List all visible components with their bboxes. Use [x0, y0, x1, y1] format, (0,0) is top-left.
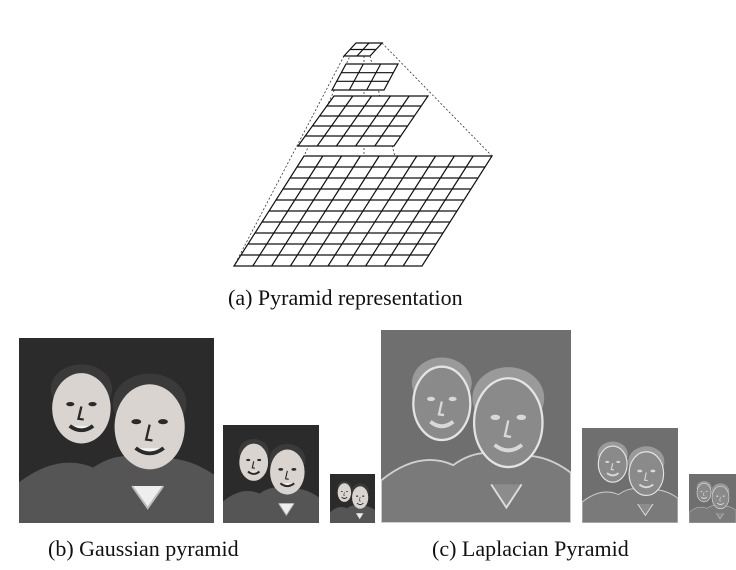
pyramid-grid-line — [374, 95, 410, 147]
pyramid-level-2 — [296, 95, 430, 147]
pyramid-grid-line — [348, 63, 364, 91]
pyramid-guide-line — [233, 55, 345, 267]
pyramid-level-plane — [296, 95, 430, 147]
photo-image — [330, 474, 375, 523]
pyramid-grid-line — [355, 95, 391, 147]
laplacian-level-2-photo — [689, 474, 736, 523]
pyramid-grid-line — [335, 95, 373, 147]
gaussian-level-2-photo — [330, 474, 375, 523]
pyramid-grid-line — [316, 95, 354, 147]
pyramid-grid-line — [366, 63, 382, 91]
pyramid-grid-line — [402, 155, 474, 267]
caption-gaussian-pyramid: (b) Gaussian pyramid — [48, 536, 239, 561]
laplacian-level-0-photo — [381, 330, 571, 523]
photo-image — [381, 330, 571, 523]
pyramid-grid-line — [383, 155, 455, 267]
pyramid-level-3 — [232, 155, 494, 267]
photo-image — [689, 474, 736, 523]
photo-image — [19, 338, 214, 523]
gaussian-level-0-photo — [19, 338, 214, 523]
pyramid-diagram — [232, 42, 494, 267]
laplacian-level-1-photo — [582, 428, 678, 523]
caption-pyramid-representation: (a) Pyramid representation — [228, 285, 463, 310]
photo-image — [223, 425, 319, 523]
pyramid-grid-line — [327, 155, 399, 267]
pyramid-level-plane — [330, 63, 400, 91]
pyramid-level-0 — [342, 42, 384, 57]
pyramid-grid-line — [356, 42, 370, 57]
pyramid-guide-line — [303, 42, 357, 157]
photo-image — [582, 428, 678, 523]
pyramid-level-1 — [330, 63, 400, 91]
pyramid-grid-line — [346, 155, 418, 267]
gaussian-level-1-photo — [223, 425, 319, 523]
pyramid-grid-line — [365, 155, 437, 267]
caption-laplacian-pyramid: (c) Laplacian Pyramid — [432, 536, 629, 561]
